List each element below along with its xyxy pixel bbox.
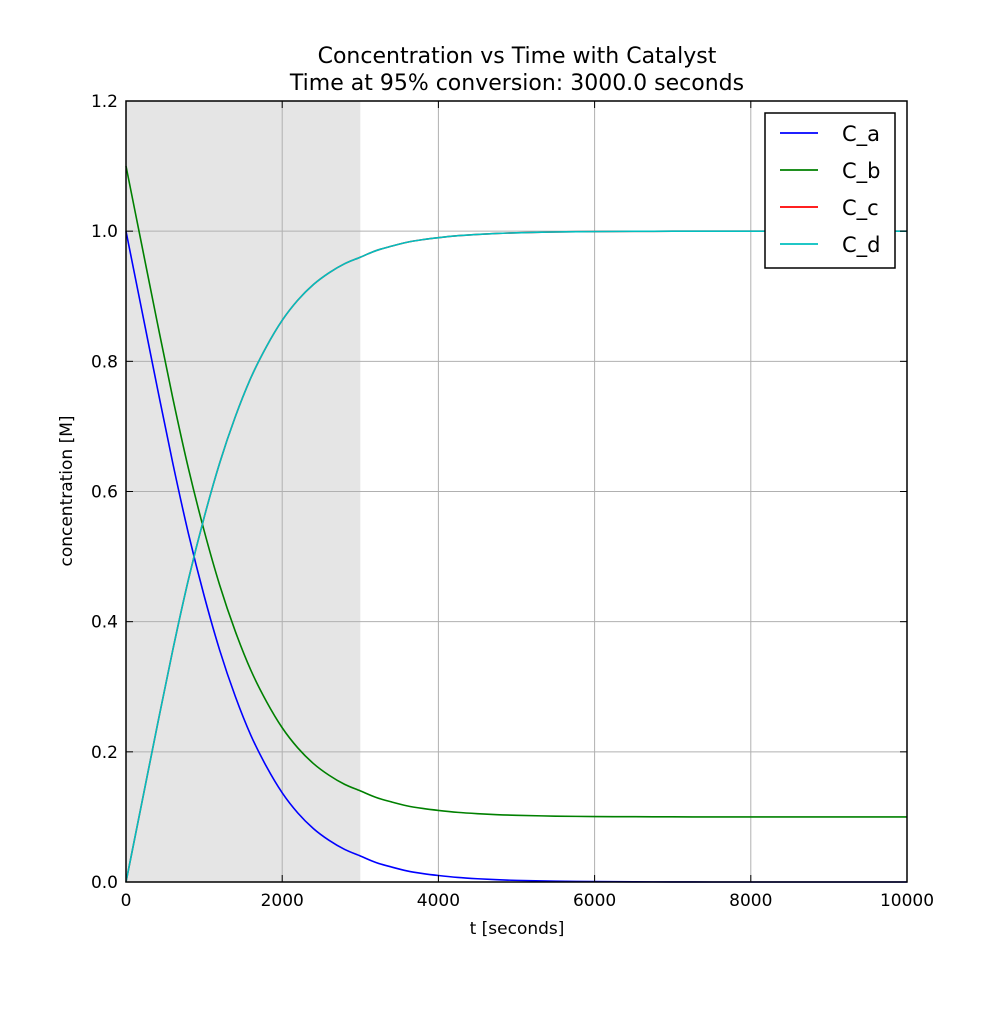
y-tick-label: 1.0 [91, 222, 118, 242]
series-line-c-d [125, 230, 907, 883]
y-tick-label: 0.0 [91, 873, 118, 893]
y-tick-label: 0.8 [91, 352, 118, 372]
y-tick-label: 1.2 [91, 92, 118, 112]
x-tick-label: 10000 [880, 891, 934, 911]
x-tick-label: 4000 [417, 891, 460, 911]
legend-label: C_c [842, 196, 879, 221]
grid-layer [126, 101, 907, 882]
y-axis-label: concentration [M] [57, 415, 77, 566]
legend-label: C_a [842, 122, 880, 147]
y-tick-label: 0.4 [91, 613, 118, 633]
chart-title-line-2: Time at 95% conversion: 3000.0 seconds [289, 71, 744, 96]
legend-box [764, 112, 896, 269]
x-axis-label: t [seconds] [470, 919, 565, 939]
legend: C_a C_b C_c C_d [764, 112, 896, 269]
x-tick-label: 0 [121, 891, 132, 911]
x-tick-label: 6000 [573, 891, 616, 911]
x-tick-label: 8000 [729, 891, 772, 911]
y-tick-label: 0.2 [91, 743, 118, 763]
chart-title: Concentration vs Time with Catalyst Time… [289, 44, 744, 96]
y-tick-label: 0.6 [91, 483, 118, 503]
legend-label: C_d [842, 233, 881, 258]
x-tick-label: 2000 [261, 891, 304, 911]
series-line-c-b [125, 165, 907, 818]
legend-label: C_b [842, 159, 881, 184]
chart-title-line-1: Concentration vs Time with Catalyst [318, 44, 717, 69]
tick-layer: 0 2000 4000 6000 8000 10000 0.0 0.2 0.4 0.6 0.8 1.0… [91, 92, 934, 911]
